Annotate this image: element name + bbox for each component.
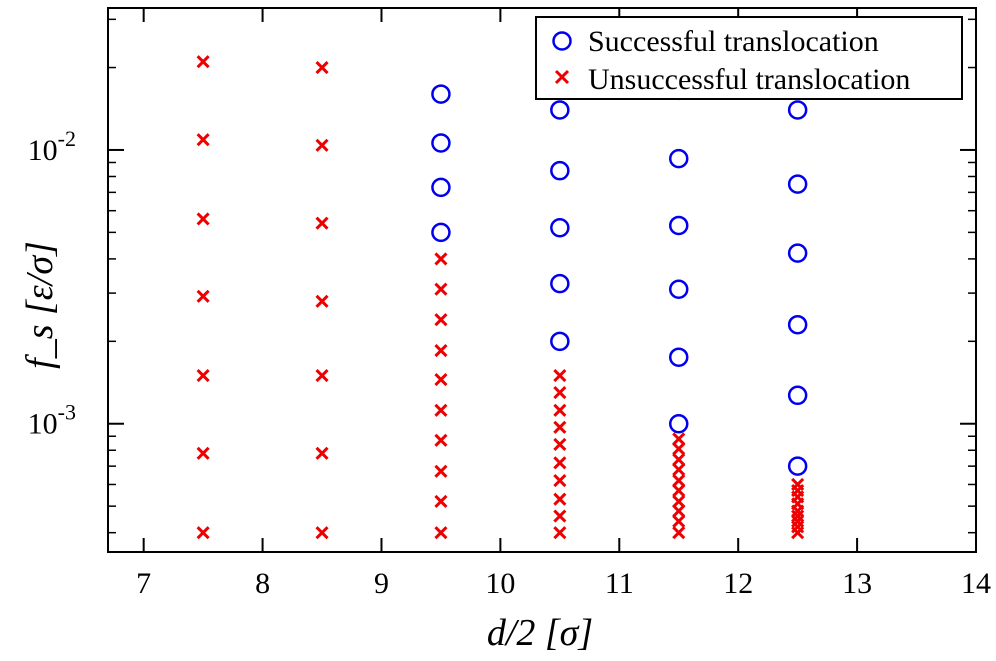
successful-point — [431, 84, 451, 104]
unsuccessful-point — [553, 437, 567, 452]
x-axis-label-text: d/2 [σ] — [487, 612, 593, 654]
unsuccessful-point — [553, 456, 567, 470]
unsuccessful-point — [672, 484, 686, 498]
data-markers — [196, 55, 808, 540]
unsuccessful-point — [553, 385, 567, 400]
successful-point — [550, 160, 570, 181]
unsuccessful-point — [434, 433, 448, 447]
unsuccessful-point — [553, 509, 567, 523]
legend-x-marker — [554, 69, 570, 85]
unsuccessful-point — [315, 294, 329, 308]
successful-point — [668, 215, 689, 236]
unsuccessful-point — [672, 452, 686, 467]
svg-text:f_s [ε/σ]: f_s [ε/σ] — [19, 241, 61, 369]
unsuccessful-point — [672, 504, 686, 518]
unsuccessful-point — [434, 403, 448, 417]
unsuccessful-point — [196, 526, 210, 540]
plot-frame — [107, 7, 977, 553]
y-axis-label: f_s [ε/σ] — [19, 241, 61, 369]
legend-circle-marker — [552, 31, 572, 51]
unsuccessful-point — [553, 492, 567, 506]
unsuccessful-point — [553, 368, 567, 383]
successful-point — [431, 133, 451, 153]
unsuccessful-point — [434, 282, 448, 296]
successful-point — [668, 347, 689, 367]
unsuccessful-point — [315, 216, 329, 230]
successful-point — [550, 217, 570, 238]
unsuccessful-point — [553, 474, 567, 488]
x-tick-label: 9 — [374, 567, 389, 600]
unsuccessful-point — [434, 464, 448, 478]
unsuccessful-point — [434, 344, 448, 358]
successful-point — [787, 174, 808, 194]
legend-label-successful: Successful translocation — [588, 25, 879, 58]
x-tick-label: 11 — [605, 567, 634, 600]
unsuccessful-point — [434, 494, 448, 509]
unsuccessful-point — [553, 526, 567, 540]
unsuccessful-point — [672, 474, 686, 488]
x-tick-label: 7 — [136, 567, 151, 600]
unsuccessful-point — [196, 133, 210, 147]
successful-point — [668, 413, 689, 434]
unsuccessful-point — [791, 504, 805, 518]
successful-point — [787, 385, 808, 406]
unsuccessful-point — [196, 368, 210, 383]
unsuccessful-point — [315, 526, 329, 540]
successful-point — [431, 222, 451, 243]
unsuccessful-point — [196, 289, 210, 303]
unsuccessful-point — [672, 526, 686, 540]
unsuccessful-point — [196, 55, 210, 69]
unsuccessful-point — [434, 372, 448, 387]
unsuccessful-point — [553, 403, 567, 417]
successful-point — [550, 331, 570, 352]
x-tick-label: 12 — [723, 567, 753, 600]
unsuccessful-point — [434, 526, 448, 540]
unsuccessful-point — [672, 442, 686, 456]
successful-point — [668, 279, 689, 299]
legend: Successful translocation Unsuccessful tr… — [535, 16, 963, 100]
successful-point — [668, 148, 689, 169]
unsuccessful-point — [315, 368, 329, 383]
successful-point — [550, 100, 570, 120]
unsuccessful-point — [791, 526, 805, 540]
svg-text:d/2 [σ]: d/2 [σ] — [487, 612, 593, 654]
unsuccessful-point — [672, 463, 686, 477]
x-tick-label: 14 — [961, 567, 991, 600]
axes-box — [107, 7, 977, 553]
unsuccessful-point — [553, 420, 567, 434]
x-tick-label: 8 — [255, 567, 270, 600]
successful-point — [431, 177, 451, 198]
unsuccessful-point — [196, 446, 210, 460]
unsuccessful-point — [434, 252, 448, 266]
x-axis-label: d/2 [σ] — [487, 612, 593, 654]
legend-label-unsuccessful: Unsuccessful translocation — [588, 63, 910, 96]
unsuccessful-point — [434, 313, 448, 327]
successful-point — [787, 100, 808, 120]
x-tick-label: 13 — [842, 567, 872, 600]
unsuccessful-point — [315, 446, 329, 460]
unsuccessful-point — [672, 514, 686, 528]
successful-point — [550, 273, 570, 294]
tick-labels: 7 8 9 10 11 12 13 14 10-3 10-2 — [28, 126, 991, 600]
successful-point — [787, 314, 808, 335]
y-axis-label-text: f_s [ε/σ] — [19, 241, 61, 369]
y-tick-label: 10-3 — [28, 400, 76, 441]
unsuccessful-point — [672, 432, 686, 446]
unsuccessful-point — [315, 60, 329, 75]
unsuccessful-point — [196, 212, 210, 226]
successful-point — [787, 456, 808, 476]
successful-point — [787, 243, 808, 263]
unsuccessful-point — [672, 494, 686, 509]
y-tick-label: 10-2 — [28, 126, 76, 167]
x-tick-label: 10 — [485, 567, 515, 600]
unsuccessful-point — [315, 138, 329, 152]
legend-box — [535, 16, 963, 100]
